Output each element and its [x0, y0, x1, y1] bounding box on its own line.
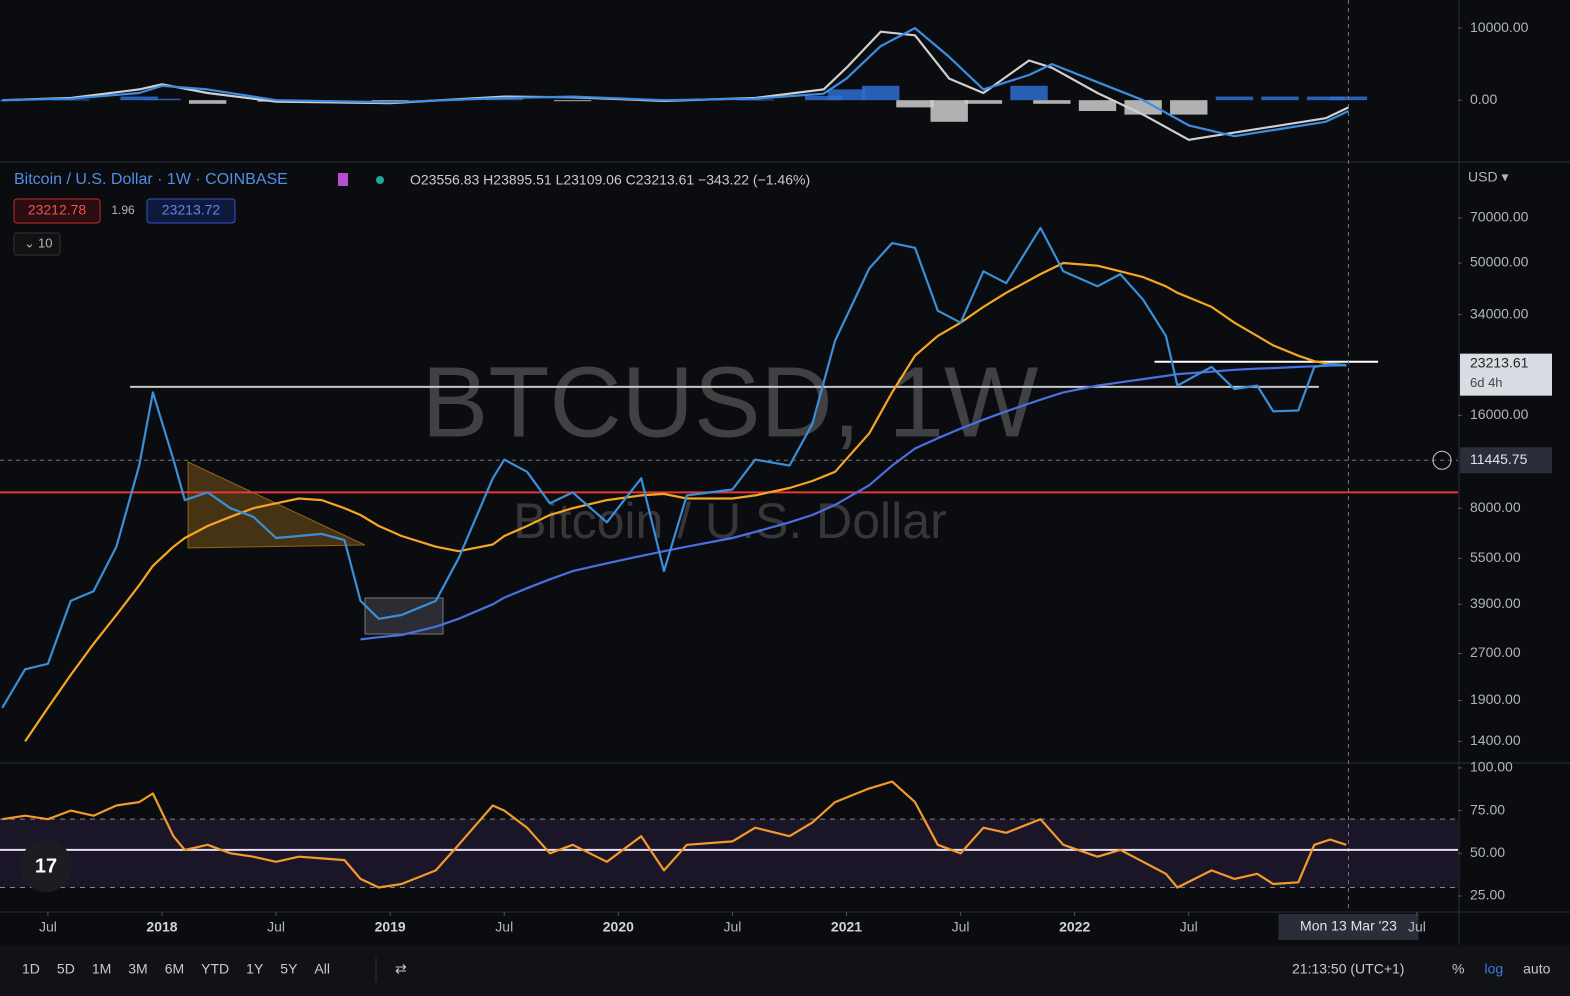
indicator-toggle[interactable]: [13, 232, 61, 256]
histogram-bar: [827, 89, 866, 101]
histogram-bar: [1010, 85, 1048, 101]
chevron: ⌄: [24, 235, 35, 250]
flag-icon: [338, 173, 348, 186]
y-tick-label: 50000.00: [1470, 254, 1529, 270]
spread: 1.96: [111, 203, 135, 217]
series-line: [1, 226, 1347, 709]
toolbar-bg: [0, 946, 1570, 996]
scale-option[interactable]: %: [1452, 961, 1464, 977]
currency[interactable]: USD ▾: [1468, 169, 1508, 185]
y-tick-label: 1400.00: [1470, 732, 1521, 748]
timeframe-button[interactable]: 1D: [22, 961, 40, 977]
y-tick-label: 3900.00: [1470, 595, 1521, 611]
timeframe-button[interactable]: 1Y: [246, 961, 264, 977]
histogram-bar: [188, 100, 227, 104]
compare-icon[interactable]: ⇄: [395, 961, 407, 977]
crosshair-y-label: 11445.75: [1470, 451, 1528, 467]
scale-option[interactable]: auto: [1523, 961, 1550, 977]
logo: 17: [35, 855, 57, 877]
x-tick-label: Jul: [1180, 919, 1198, 935]
y-tick-label: 5500.00: [1470, 549, 1521, 565]
histogram-bar: [862, 85, 900, 101]
x-tick-label: Jul: [267, 919, 285, 935]
last-price: 23213.61: [1470, 354, 1529, 370]
histogram-bar: [896, 100, 934, 108]
histogram-bar: [1306, 96, 1345, 101]
scale-option[interactable]: log: [1484, 961, 1503, 977]
histogram-bar: [804, 95, 843, 101]
y-tick-label: 34000.00: [1470, 305, 1529, 321]
histogram-bar: [120, 96, 158, 101]
y-tick-label: 10000.00: [1470, 19, 1529, 35]
ask[interactable]: 23213.72: [162, 202, 221, 218]
y-tick-label: 75.00: [1470, 801, 1505, 817]
timeframe-button[interactable]: 6M: [165, 961, 184, 977]
series-line: [2, 780, 1347, 889]
x-tick-label: 2021: [831, 919, 862, 935]
countdown: 6d 4h: [1470, 375, 1503, 390]
timeframe-button[interactable]: All: [314, 961, 330, 977]
y-tick-label: 16000.00: [1470, 406, 1529, 422]
x-tick-label: Jul: [723, 919, 741, 935]
histogram-bar: [143, 98, 181, 101]
series-line: [2, 27, 1349, 138]
crosshair-x-label: Mon 13 Mar '23: [1300, 918, 1397, 934]
histogram-bar: [1170, 100, 1208, 115]
histogram-bar: [964, 100, 1003, 104]
histogram-bar: [930, 100, 968, 122]
y-tick-label: 100.00: [1470, 759, 1513, 775]
last-price-box: [1460, 353, 1552, 396]
x-tick-label: Jul: [952, 919, 970, 935]
series-line: [24, 261, 1347, 743]
x-tick-label: Jul: [1408, 919, 1426, 935]
y-tick-label: 0.00: [1470, 91, 1497, 107]
x-tick-label: 2020: [603, 919, 634, 935]
histogram-bar: [52, 99, 90, 101]
y-tick-label: 50.00: [1470, 844, 1505, 860]
ask-box[interactable]: [146, 198, 236, 224]
clock: 21:13:50 (UTC+1): [1292, 961, 1404, 977]
y-tick-label: 25.00: [1470, 887, 1505, 903]
bid-box[interactable]: [13, 198, 101, 224]
ohlc: O23556.83 H23895.51 L23109.06 C23213.61 …: [410, 172, 810, 188]
series-line: [360, 364, 1347, 641]
logo-bg: [20, 840, 72, 892]
x-tick-label: Jul: [39, 919, 57, 935]
x-tick-label: 2018: [146, 919, 177, 935]
histogram-bar: [1033, 100, 1071, 104]
y-tick-label: 1900.00: [1470, 691, 1521, 707]
timeframe-button[interactable]: 5D: [57, 961, 75, 977]
symbol-title: Bitcoin / U.S. Dollar · 1W · COINBASE: [14, 171, 288, 188]
y-tick-label: 2700.00: [1470, 644, 1521, 660]
histogram-bar: [1261, 96, 1299, 101]
timeframe-button[interactable]: 3M: [128, 961, 147, 977]
crosshair-x-box: [1278, 914, 1419, 940]
histogram-bar: [554, 100, 592, 102]
status-dot: [376, 176, 384, 184]
y-tick-label: 70000.00: [1470, 209, 1529, 225]
series-line: [2, 30, 1349, 141]
y-tick-label: 8000.00: [1470, 499, 1521, 515]
crosshair-y-box: [1460, 447, 1552, 474]
histogram-bar: [736, 99, 774, 101]
histogram-bar: [485, 98, 523, 101]
histogram-bar: [1215, 96, 1254, 101]
timeframe-button[interactable]: 1M: [92, 961, 111, 977]
x-tick-label: Jul: [495, 919, 513, 935]
timeframe-button[interactable]: 5Y: [280, 961, 298, 977]
rsi-band: [0, 819, 1458, 888]
x-tick-label: 2019: [375, 919, 406, 935]
watermark-subtitle: Bitcoin / U.S. Dollar: [513, 493, 946, 549]
x-tick-label: 2022: [1059, 919, 1090, 935]
indicators-count[interactable]: 10: [38, 235, 52, 250]
histogram-bar: [371, 100, 409, 102]
bid[interactable]: 23212.78: [28, 202, 87, 218]
histogram-bar: [1078, 100, 1117, 111]
watermark: BTCUSD, 1W: [422, 346, 1039, 458]
add-level-button[interactable]: [1432, 450, 1452, 470]
timeframe-button[interactable]: YTD: [201, 961, 229, 977]
